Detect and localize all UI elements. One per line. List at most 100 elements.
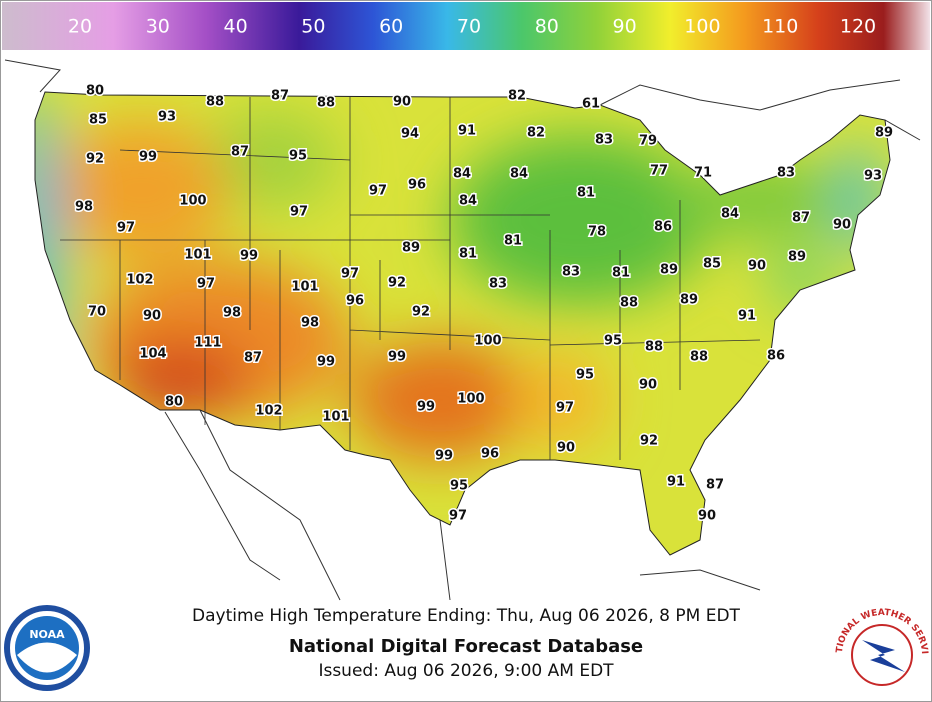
temperature-label: 92 — [640, 434, 658, 449]
temperature-labels: 80 85 93 88 87 88 90 82 61 92 99 87 95 94 91 82 83 79 89 77… — [73, 82, 894, 525]
scale-tick-label: 70 — [457, 16, 481, 38]
temperature-label: 90 — [833, 218, 851, 233]
temperature-label: 97 — [556, 401, 574, 416]
temperature-label: 100 — [474, 334, 501, 349]
temperature-label: 95 — [450, 479, 468, 494]
temperature-label: 97 — [117, 221, 135, 236]
temperature-label: 81 — [612, 266, 630, 281]
temperature-label: 93 — [864, 169, 882, 184]
temperature-label: 92 — [86, 152, 104, 167]
temperature-label: 92 — [412, 305, 430, 320]
scale-tick-label: 40 — [224, 16, 248, 38]
temperature-label: 100 — [179, 194, 206, 209]
temperature-label: 87 — [271, 89, 289, 104]
temperature-label: 102 — [255, 404, 282, 419]
temperature-label: 101 — [322, 410, 349, 425]
temperature-label: 91 — [458, 124, 476, 139]
temperature-label: 90 — [393, 95, 411, 110]
temperature-label: 82 — [508, 89, 526, 104]
scale-tick-label: 20 — [68, 16, 92, 38]
temperature-label: 81 — [577, 186, 595, 201]
temperature-label: 92 — [388, 276, 406, 291]
temperature-label: 70 — [88, 305, 106, 320]
temperature-label: 100 — [457, 392, 484, 407]
temperature-label: 99 — [417, 400, 435, 415]
temperature-label: 101 — [291, 280, 318, 295]
temperature-label: 99 — [240, 249, 258, 264]
temperature-label: 90 — [143, 309, 161, 324]
temperature-label: 97 — [369, 184, 387, 199]
map-subtitle: Daytime High Temperature Ending: Thu, Au… — [192, 606, 740, 626]
scale-tick-label: 120 — [840, 16, 876, 38]
temperature-label: 84 — [721, 207, 739, 222]
temperature-label: 83 — [562, 265, 580, 280]
temperature-label: 84 — [453, 167, 471, 182]
neighbor-outlines — [4, 59, 921, 601]
temperature-label: 90 — [698, 509, 716, 524]
temperature-label: 83 — [595, 133, 613, 148]
temperature-label: 94 — [401, 127, 419, 142]
temperature-label: 87 — [706, 478, 724, 493]
temperature-label: 96 — [481, 447, 499, 462]
temperature-label: 97 — [197, 277, 215, 292]
temperature-label: 61 — [582, 97, 600, 112]
temperature-label: 89 — [680, 293, 698, 308]
state-lines — [60, 97, 761, 460]
scale-tick-label: 50 — [301, 16, 325, 38]
scale-tick-label: 60 — [379, 16, 403, 38]
temperature-label: 89 — [402, 241, 420, 256]
temperature-label: 95 — [289, 149, 307, 164]
temperature-label: 99 — [388, 350, 406, 365]
temperature-label: 88 — [645, 340, 663, 355]
temperature-label: 99 — [139, 150, 157, 165]
scale-tick-label: 30 — [146, 16, 170, 38]
temperature-label: 93 — [158, 110, 176, 125]
noaa-text: NOAA — [29, 628, 65, 641]
temperature-label: 88 — [620, 296, 638, 311]
temperature-label: 96 — [346, 294, 364, 309]
temperature-label: 98 — [301, 316, 319, 331]
temperature-label: 96 — [408, 178, 426, 193]
issued-text: Issued: Aug 06 2026, 9:00 AM EDT — [318, 661, 614, 681]
temperature-label: 81 — [459, 247, 477, 262]
scale-ticks: 20 30 40 50 60 70 80 90 100 110 120 — [68, 16, 876, 38]
temperature-label: 95 — [576, 368, 594, 383]
temperature-label: 90 — [639, 378, 657, 393]
temperature-label: 104 — [139, 347, 166, 362]
temperature-label: 99 — [317, 355, 335, 370]
temperature-label: 91 — [667, 475, 685, 490]
temperature-label: 77 — [650, 164, 668, 179]
temperature-label: 101 — [184, 248, 211, 263]
temperature-label: 87 — [231, 145, 249, 160]
temperature-label: 90 — [557, 441, 575, 456]
temperature-label: 97 — [449, 509, 467, 524]
temperature-label: 88 — [690, 350, 708, 365]
temperature-label: 83 — [777, 166, 795, 181]
temperature-label: 99 — [435, 449, 453, 464]
temperature-label: 88 — [317, 96, 335, 111]
temperature-label: 85 — [703, 257, 721, 272]
temperature-label: 97 — [341, 267, 359, 282]
noaa-logo: NOAA — [4, 605, 90, 691]
scale-tick-label: 90 — [613, 16, 637, 38]
temperature-label: 87 — [792, 211, 810, 226]
map-title: National Digital Forecast Database — [289, 636, 643, 657]
temperature-label: 83 — [489, 277, 507, 292]
temperature-label: 111 — [194, 336, 221, 351]
temperature-label: 98 — [75, 200, 93, 215]
temperature-label: 71 — [694, 166, 712, 181]
temperature-label: 86 — [767, 349, 785, 364]
temperature-label: 85 — [89, 113, 107, 128]
temperature-label: 87 — [244, 351, 262, 366]
temperature-label: 80 — [165, 395, 183, 410]
scale-tick-label: 100 — [684, 16, 720, 38]
temperature-label: 86 — [654, 220, 672, 235]
temperature-label: 90 — [748, 259, 766, 274]
scale-tick-label: 80 — [535, 16, 559, 38]
temperature-label: 81 — [504, 234, 522, 249]
temperature-label: 88 — [206, 95, 224, 110]
temperature-label: 84 — [459, 194, 477, 209]
temperature-label: 98 — [223, 306, 241, 321]
temperature-label: 102 — [126, 273, 153, 288]
